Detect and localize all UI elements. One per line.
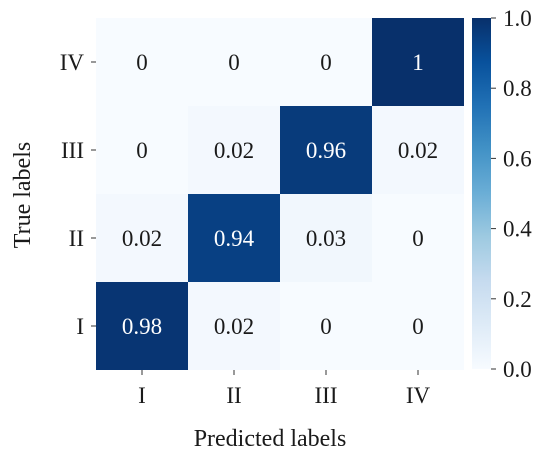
cell-value-label: 0 (228, 50, 240, 75)
y-tick-label: II (69, 226, 84, 251)
cell-value-label: 0.98 (122, 314, 162, 339)
cell-value-label: 0.96 (306, 138, 346, 163)
heatmap-cell (280, 18, 372, 106)
x-tick-label: III (315, 383, 338, 408)
heatmap-cell (96, 106, 188, 194)
x-axis-title: Predicted labels (194, 426, 347, 452)
y-tick-label: IV (60, 50, 85, 75)
heatmap-cells (96, 18, 464, 370)
heatmap-cell (372, 282, 464, 370)
heatmap-cell (96, 282, 188, 370)
heatmap-cell-labels: 0 0 0 1 0 0.02 0.96 0.02 0.02 0.94 0.03 0 0.98 0.02 0 0 (122, 50, 438, 339)
colorbar-tick-label: 0.0 (503, 357, 532, 382)
heatmap-cell (188, 282, 280, 370)
heatmap-cell (188, 18, 280, 106)
y-axis-title: True labels (10, 142, 36, 248)
heatmap-cell (280, 282, 372, 370)
heatmap-cell (96, 18, 188, 106)
heatmap-cell (372, 194, 464, 282)
colorbar-tick-label: 0.2 (503, 287, 532, 312)
heatmap-cell (96, 194, 188, 282)
colorbar-tick-label: 1.0 (503, 6, 532, 31)
cell-value-label: 0.02 (398, 138, 438, 163)
x-axis-ticks: I II III IV (138, 370, 431, 408)
heatmap-cell (372, 18, 464, 106)
cell-value-label: 0 (320, 50, 332, 75)
heatmap-cell (188, 194, 280, 282)
heatmap-cell (280, 194, 372, 282)
colorbar-tick-label: 0.8 (503, 76, 532, 101)
x-tick-label: I (138, 383, 146, 408)
cell-value-label: 0.03 (306, 226, 346, 251)
y-tick-label: III (61, 138, 84, 163)
cell-value-label: 1 (412, 50, 424, 75)
cell-value-label: 0 (136, 138, 148, 163)
heatmap-cell (280, 106, 372, 194)
cell-value-label: 0 (412, 226, 424, 251)
cell-value-label: 0.94 (214, 226, 255, 251)
cell-value-label: 0 (320, 314, 332, 339)
cell-value-label: 0.02 (214, 314, 254, 339)
colorbar-ticks: 0.0 0.2 0.4 0.6 0.8 1.0 (491, 6, 532, 382)
cell-value-label: 0 (412, 314, 424, 339)
heatmap-cell (188, 106, 280, 194)
y-tick-label: I (76, 314, 84, 339)
cell-value-label: 0.02 (214, 138, 254, 163)
cell-value-label: 0 (136, 50, 148, 75)
heatmap-cell (372, 106, 464, 194)
x-tick-label: IV (406, 383, 431, 408)
colorbar-tick-label: 0.4 (503, 217, 532, 242)
colorbar (472, 18, 491, 369)
x-tick-label: II (226, 383, 241, 408)
cell-value-label: 0.02 (122, 226, 162, 251)
colorbar-tick-label: 0.6 (503, 146, 532, 171)
